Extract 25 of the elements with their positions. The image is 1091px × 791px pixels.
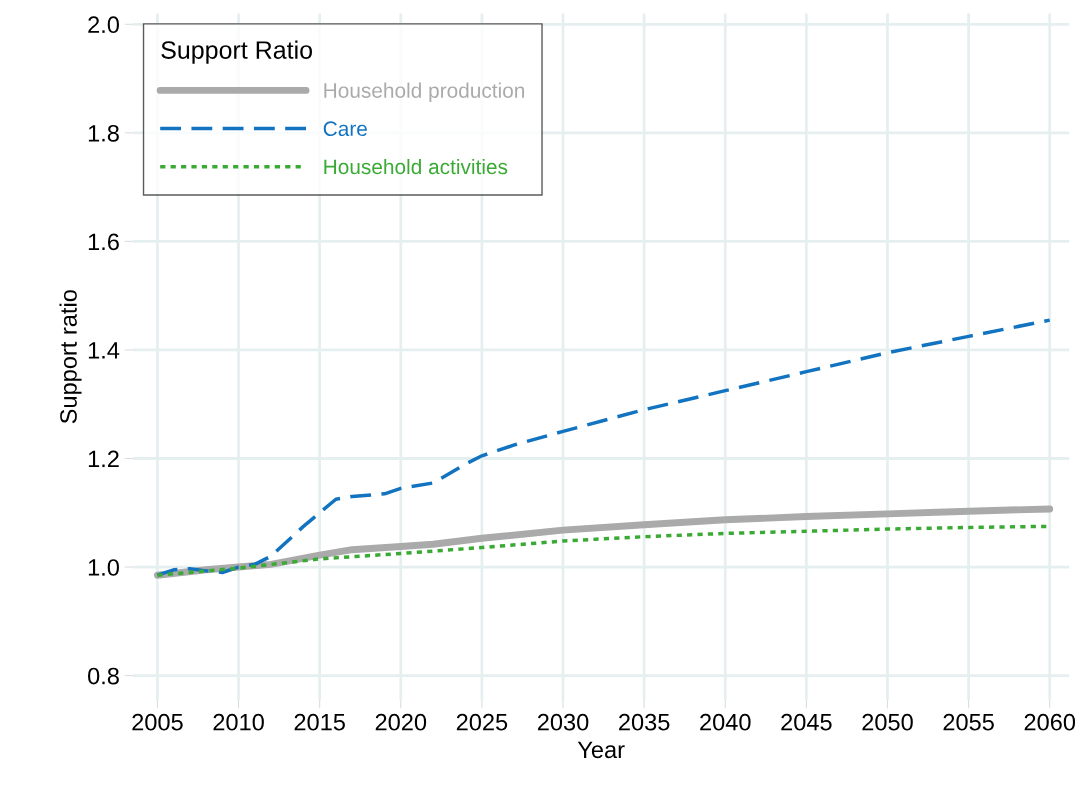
y-axis-title: Support ratio xyxy=(59,290,82,424)
x-tick-label: 2010 xyxy=(213,713,264,731)
x-tick-label: 2040 xyxy=(700,713,751,731)
x-tick-label: 2025 xyxy=(456,713,508,731)
y-tick-label: 1.2 xyxy=(88,450,119,468)
y-tick-label: 1.4 xyxy=(88,342,120,359)
x-tick-label: 2060 xyxy=(1024,713,1076,731)
y-tick-label: 1.6 xyxy=(88,233,119,251)
y-tick-label: 2.0 xyxy=(88,16,119,34)
legend-title: Support Ratio xyxy=(161,40,313,64)
x-tick-label: 2020 xyxy=(375,713,427,731)
x-tick-label: 2015 xyxy=(294,713,345,731)
x-axis-title: Year xyxy=(577,741,625,759)
x-tick-label: 2055 xyxy=(943,713,994,731)
x-tick-label: 2045 xyxy=(781,713,832,731)
y-tick-label: 1.0 xyxy=(88,559,119,576)
x-tick-label: 2035 xyxy=(619,713,670,731)
y-tick-label: 1.8 xyxy=(88,124,119,142)
x-tick-label: 2005 xyxy=(132,713,183,731)
text: Care xyxy=(323,121,367,137)
text: Household activities xyxy=(324,158,508,175)
y-tick-label: 0.8 xyxy=(88,667,119,685)
x-tick-label: 2050 xyxy=(862,713,913,731)
text: Household production xyxy=(324,82,525,103)
x-tick-label: 2030 xyxy=(537,713,589,731)
